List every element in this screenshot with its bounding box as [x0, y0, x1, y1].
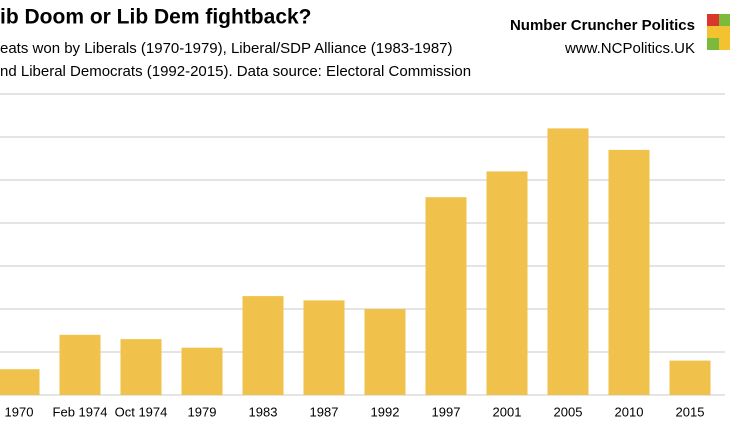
- x-tick-label: 1997: [432, 404, 461, 419]
- x-tick-label: Oct 1974: [115, 404, 168, 419]
- x-tick-label: 1979: [188, 404, 217, 419]
- bar: [547, 128, 589, 395]
- bar: [0, 369, 40, 395]
- x-tick-label: 1983: [249, 404, 278, 419]
- x-tick-label: 1987: [310, 404, 339, 419]
- chart-subtitle: nd Liberal Democrats (1992-2015). Data s…: [0, 63, 471, 80]
- logo: [707, 14, 730, 50]
- x-tick-label: 2001: [493, 404, 522, 419]
- bar: [425, 197, 467, 395]
- x-tick-label: 1992: [371, 404, 400, 419]
- chart-title: ib Doom or Lib Dem fightback?: [0, 6, 312, 29]
- bar: [242, 296, 284, 395]
- bar: [608, 149, 650, 395]
- bar: [303, 300, 345, 395]
- brand-name: Number Cruncher Politics: [510, 17, 695, 34]
- brand-url: www.NCPolitics.UK: [564, 40, 695, 57]
- x-tick-label: 2010: [615, 404, 644, 419]
- x-tick-label: Feb 1974: [53, 404, 108, 419]
- chart-subtitle: eats won by Liberals (1970-1979), Libera…: [0, 40, 453, 57]
- bar: [181, 347, 223, 395]
- bar: [59, 334, 101, 395]
- x-tick-label: 2005: [554, 404, 583, 419]
- bar: [120, 339, 162, 395]
- x-tick-label: 2015: [676, 404, 705, 419]
- x-tick-label: 1970: [5, 404, 34, 419]
- bar: [364, 309, 406, 395]
- bar: [669, 360, 711, 395]
- bar: [486, 171, 528, 395]
